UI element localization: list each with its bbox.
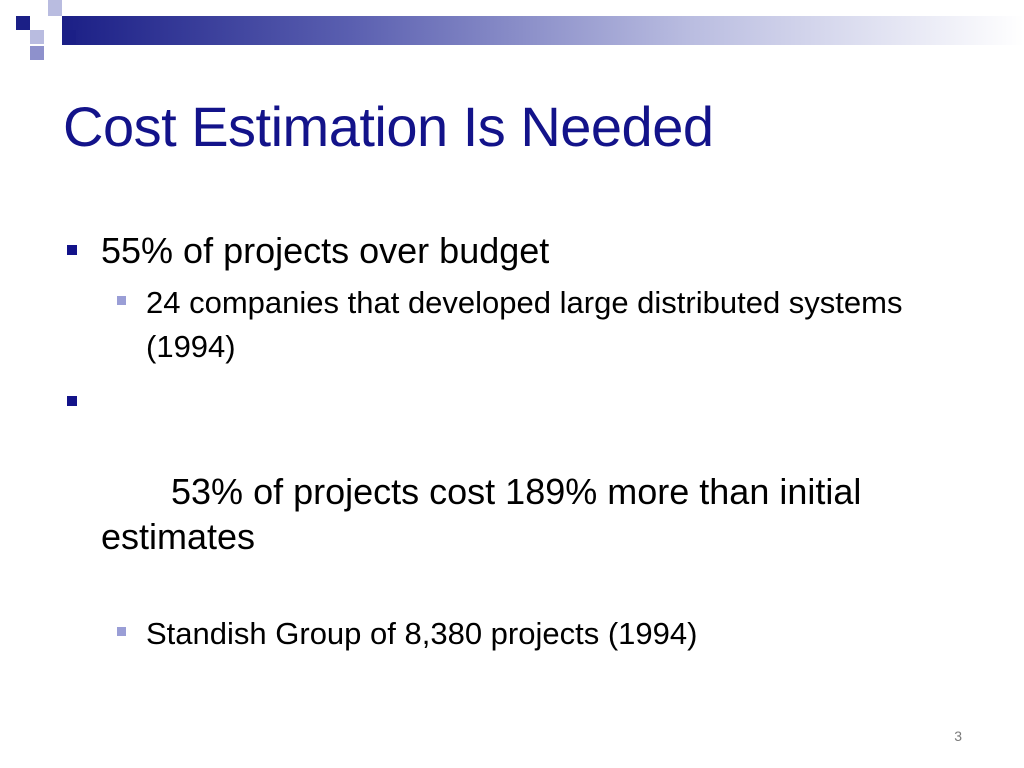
- slide-body: 55% of projects over budget 24 companies…: [64, 228, 974, 666]
- header-square-decoration: [48, 0, 62, 16]
- square-bullet-icon: [117, 296, 126, 305]
- bullet-text: 55% of projects over budget: [101, 230, 550, 271]
- sub-bullet-item: Standish Group of 8,380 projects (1994): [117, 612, 974, 656]
- slide-title: Cost Estimation Is Needed: [63, 95, 714, 158]
- header-square-decoration: [30, 46, 44, 60]
- bullet-item: 53% of projects cost 189% more than init…: [64, 379, 974, 604]
- sub-bullet-text: Standish Group of 8,380 projects (1994): [146, 616, 698, 651]
- header-square-decoration: [62, 30, 76, 44]
- header-square-decoration: [16, 16, 30, 30]
- sub-bullet-item: 24 companies that developed large distri…: [117, 281, 974, 369]
- square-bullet-icon: [117, 627, 126, 636]
- header-gradient-bar: [62, 16, 1024, 45]
- page-number: 3: [954, 728, 962, 744]
- sub-bullet-text: 24 companies that developed large distri…: [146, 285, 903, 364]
- square-bullet-icon: [67, 245, 77, 255]
- header-square-decoration: [30, 30, 44, 44]
- bullet-item: 55% of projects over budget: [64, 228, 974, 273]
- bullet-text: 53% of projects cost 189% more than init…: [101, 471, 872, 557]
- square-bullet-icon: [67, 396, 77, 406]
